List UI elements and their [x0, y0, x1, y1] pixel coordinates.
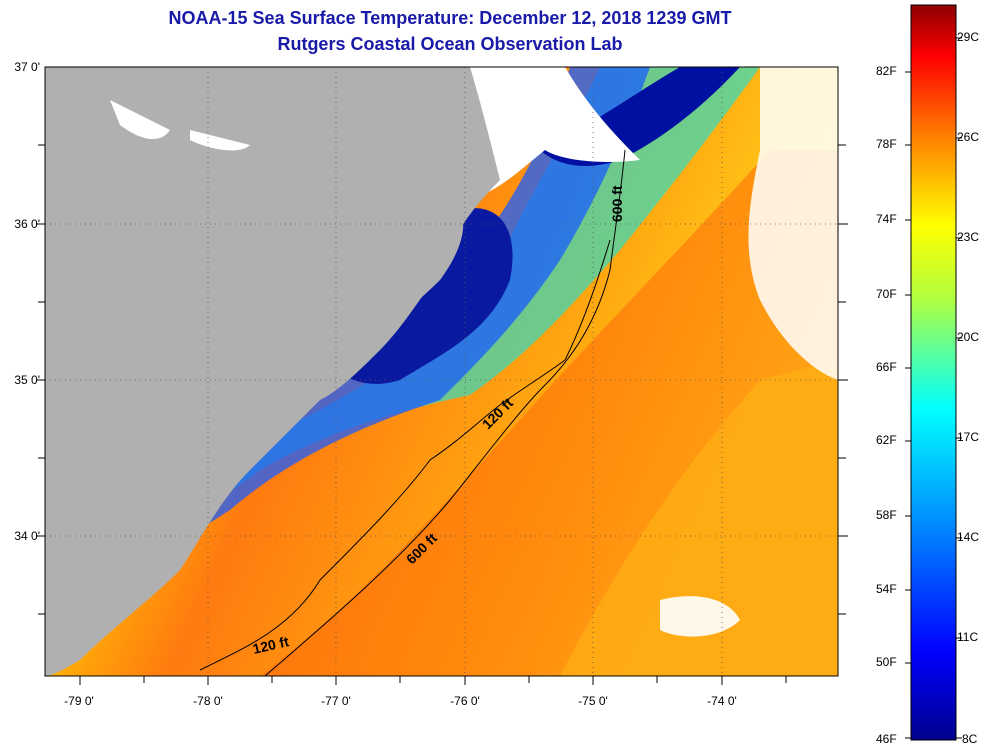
cbar-f-78: 78F: [876, 137, 897, 151]
bay-water: [540, 67, 740, 166]
lon-label-75: -75 0': [578, 694, 608, 708]
map-frame: [44, 66, 839, 677]
map-subtitle: Rutgers Coastal Ocean Observation Lab: [277, 34, 623, 54]
lon-label-76: -76 0': [450, 694, 480, 708]
cloud-patch-se: [660, 596, 740, 637]
contour-label-120ft-mid: 120 ft: [479, 395, 516, 432]
cbar-c-17: 17C: [957, 430, 980, 444]
lon-label-74: -74 0': [707, 694, 737, 708]
shelf-water-blue: [45, 67, 650, 676]
cbar-c-11: 11C: [957, 630, 979, 644]
cbar-f-46: 46F: [876, 732, 897, 746]
contour-label-600ft-south: 600 ft: [403, 530, 440, 567]
cbar-c-20: 20C: [957, 330, 980, 344]
lat-label-35: 35 0': [14, 373, 40, 387]
cbar-c-23: 23C: [957, 230, 980, 244]
contour-label-120ft-south: 120 ft: [251, 633, 291, 657]
lon-label-78: -78 0': [193, 694, 223, 708]
lon-label-77: -77 0': [321, 694, 351, 708]
colorbar: [910, 4, 957, 741]
warm-offshore-band: [560, 360, 838, 676]
inland-lake-2: [190, 130, 250, 151]
cbar-f-70: 70F: [876, 287, 897, 301]
frame-ticks: [36, 144, 848, 685]
lon-label-79: -79 0': [64, 694, 94, 708]
ocean-field: [45, 67, 838, 676]
cbar-f-54: 54F: [876, 582, 897, 596]
contour-600ft-south: [264, 149, 626, 676]
lat-label-37: 37 0': [14, 60, 40, 74]
cbar-c-14: 14C: [957, 530, 980, 544]
grid-lines: [45, 67, 838, 676]
contour-label-600ft-north: 600 ft: [609, 185, 625, 222]
cloud-mask-north: [470, 67, 640, 200]
lat-label-36: 36 0': [14, 217, 40, 231]
cbar-f-62: 62F: [876, 433, 897, 447]
cbar-c-26: 26C: [957, 130, 980, 144]
map-title: NOAA-15 Sea Surface Temperature: Decembe…: [168, 8, 732, 28]
cbar-f-66: 66F: [876, 360, 897, 374]
lat-label-34: 34 0': [14, 529, 40, 543]
cbar-f-74: 74F: [876, 212, 897, 226]
cloud-mask-east: [748, 67, 838, 380]
shelf-water-green: [45, 67, 760, 676]
cbar-f-50: 50F: [876, 655, 897, 669]
cbar-f-58: 58F: [876, 508, 897, 522]
cbar-c-29: 29C: [957, 30, 980, 44]
land-peninsula: [330, 210, 464, 360]
inland-lake-1: [110, 100, 170, 140]
contour-120ft: [199, 239, 611, 671]
cbar-c-8: 8C: [962, 732, 978, 746]
cbar-f-82: 82F: [876, 64, 897, 78]
gulf-stream-band: [260, 150, 838, 676]
land-mass: [45, 67, 500, 676]
sound-water: [330, 208, 513, 384]
colorbar-ticks: [905, 37, 962, 739]
